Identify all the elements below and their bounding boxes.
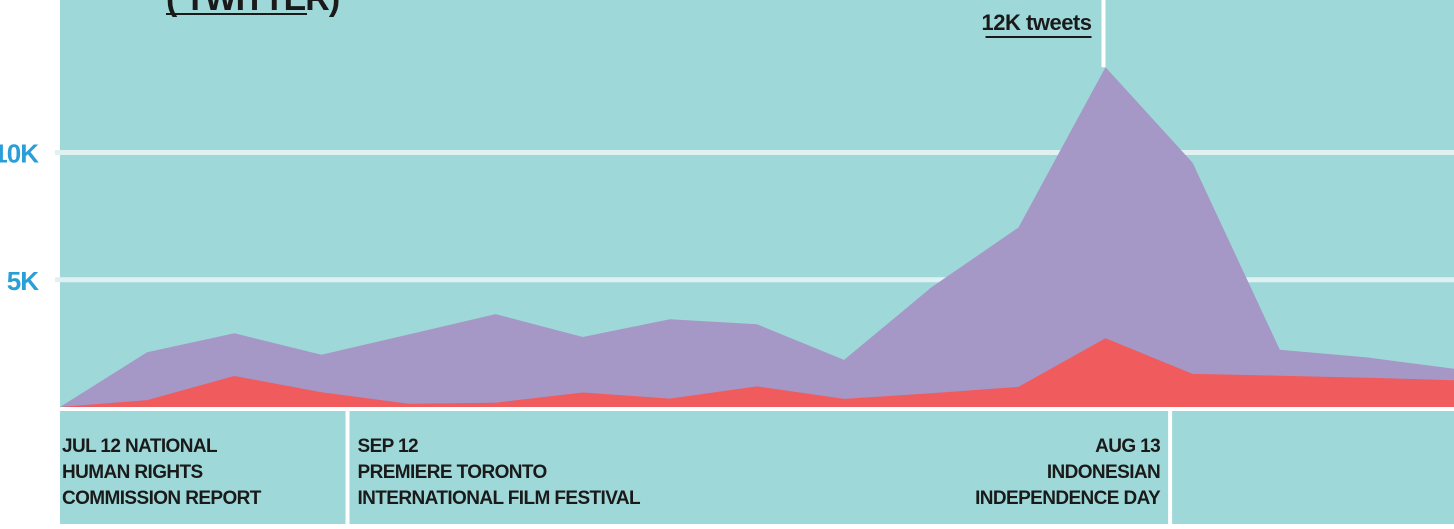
area-series (60, 67, 1454, 407)
event-annotation-line: AUG 13 (1095, 436, 1160, 457)
event-annotation-line: INDONESIAN (1047, 462, 1160, 483)
event-annotation-line: PREMIERE TORONTO (358, 462, 547, 483)
event-annotation-line: SEP 12 (358, 436, 419, 457)
y-axis-ticks: 5K 10K (0, 139, 40, 296)
event-dividers (60, 0, 1454, 524)
event-annotation: AUG 13 INDONESIAN INDEPENDENCE DAY (975, 436, 1162, 509)
event-annotation: SEP 12 PREMIERE TORONTO INTERNATIONAL FILM… (358, 436, 642, 509)
event-annotation: JUL 12 NATIONAL HUMAN RIGHTS COMMISSION RE… (62, 436, 262, 509)
event-annotation-line: INDEPENDENCE DAY (975, 488, 1161, 509)
y-tick-label: 5K (7, 266, 39, 296)
total-tweets-area (60, 67, 1454, 407)
event-annotation-line: JUL 12 NATIONAL (62, 436, 218, 457)
subset-tweets-area (60, 338, 1454, 407)
event-annotation-line: HUMAN RIGHTS (62, 462, 203, 483)
left-margin (0, 0, 60, 524)
y-tick-label: 10K (0, 139, 39, 169)
event-annotation-line: INTERNATIONAL FILM FESTIVAL (358, 488, 641, 509)
peak-annotation-label: 12K tweets (982, 10, 1092, 35)
chart-title-fragment: ( TWITTER) (166, 0, 339, 18)
event-annotation-line: COMMISSION REPORT (62, 488, 262, 509)
event-annotations: JUL 12 NATIONAL HUMAN RIGHTS COMMISSION RE… (62, 436, 1162, 509)
chart-background (60, 0, 1454, 524)
